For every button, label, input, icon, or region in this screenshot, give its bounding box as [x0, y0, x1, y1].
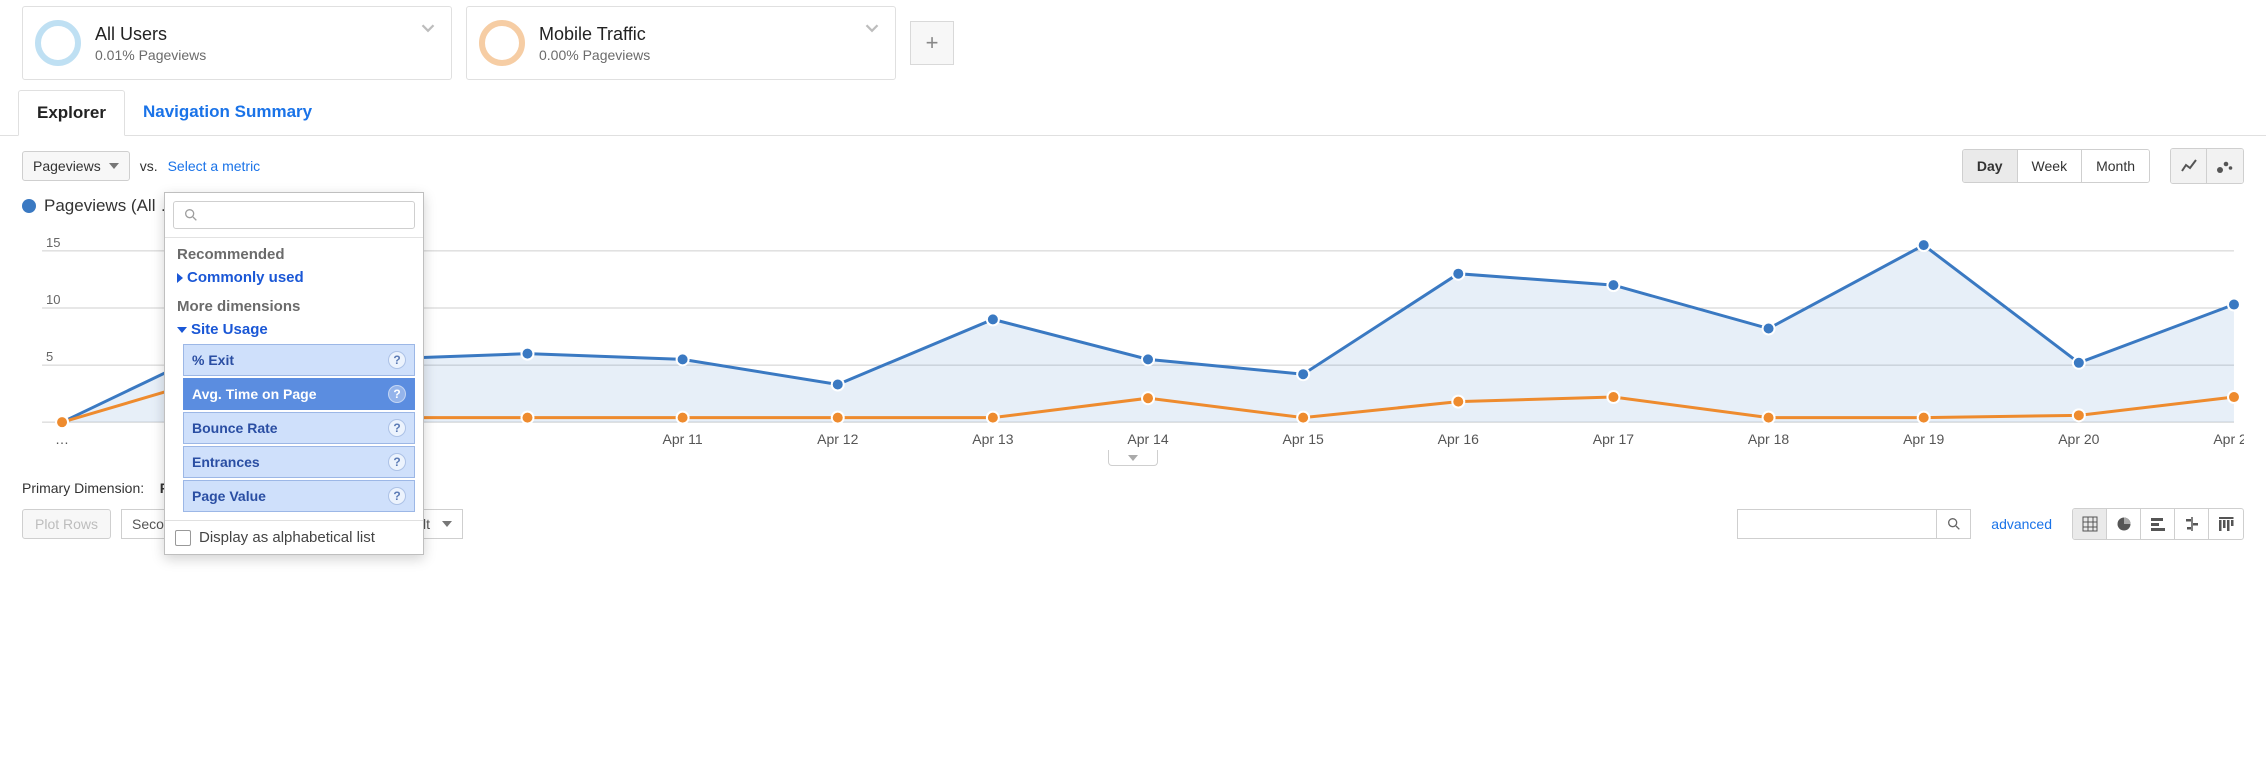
range-week-button[interactable]: Week — [2018, 150, 2083, 182]
vs-label: vs. — [140, 158, 158, 174]
svg-text:…: … — [55, 431, 69, 447]
tab-explorer[interactable]: Explorer — [18, 90, 125, 136]
svg-text:Apr 16: Apr 16 — [1438, 431, 1479, 447]
help-icon[interactable]: ? — [388, 453, 406, 471]
expand-handle[interactable] — [1108, 450, 1158, 466]
tab-navigation-summary[interactable]: Navigation Summary — [125, 90, 330, 135]
tabs: Explorer Navigation Summary — [0, 90, 2266, 136]
metric-item-entrances[interactable]: Entrances? — [183, 446, 415, 478]
metric-dropdown-label: Pageviews — [33, 158, 101, 174]
table-view-group — [2072, 508, 2244, 540]
range-day-button[interactable]: Day — [1963, 150, 2018, 182]
chevron-down-icon — [442, 521, 452, 527]
search-icon — [183, 207, 199, 226]
metric-items: % Exit? Avg. Time on Page? Bounce Rate? … — [165, 344, 423, 520]
metric-search-input[interactable] — [173, 201, 415, 229]
comparison-icon[interactable] — [2175, 509, 2209, 539]
commonly-used-label: Commonly used — [187, 269, 304, 286]
help-icon[interactable]: ? — [388, 487, 406, 505]
table-search-input[interactable] — [1738, 512, 1936, 536]
segment-subtitle: 0.00% Pageviews — [539, 47, 650, 63]
segment-ring-icon — [35, 20, 81, 66]
data-table-icon[interactable] — [2073, 509, 2107, 539]
segment-title: All Users — [95, 24, 206, 45]
alphabetical-toggle[interactable]: Display as alphabetical list — [165, 520, 423, 554]
chevron-down-icon — [1128, 455, 1138, 461]
metric-selector-popover: Recommended Commonly used More dimension… — [164, 192, 424, 555]
select-metric-link[interactable]: Select a metric — [168, 158, 261, 174]
metric-item-page-value[interactable]: Page Value? — [183, 480, 415, 512]
svg-text:Apr 15: Apr 15 — [1283, 431, 1324, 447]
line-chart-icon[interactable] — [2171, 149, 2207, 183]
advanced-link[interactable]: advanced — [1991, 516, 2052, 532]
svg-text:Apr 18: Apr 18 — [1748, 431, 1789, 447]
help-icon[interactable]: ? — [388, 419, 406, 437]
pivot-icon[interactable] — [2209, 509, 2243, 539]
svg-text:Apr 20: Apr 20 — [2058, 431, 2099, 447]
segment-card-mobile[interactable]: Mobile Traffic 0.00% Pageviews — [466, 6, 896, 80]
chevron-down-icon[interactable] — [861, 17, 883, 42]
segment-subtitle: 0.01% Pageviews — [95, 47, 206, 63]
segment-card-all-users[interactable]: All Users 0.01% Pageviews — [22, 6, 452, 80]
help-icon[interactable]: ? — [388, 351, 406, 369]
metric-dropdown[interactable]: Pageviews — [22, 151, 130, 181]
svg-text:10: 10 — [46, 292, 60, 307]
svg-text:15: 15 — [46, 235, 60, 250]
svg-text:Apr 21: Apr 21 — [2213, 431, 2244, 447]
site-usage-label: Site Usage — [191, 321, 268, 338]
add-segment-button[interactable]: + — [910, 21, 954, 65]
chevron-down-icon — [109, 163, 119, 169]
motion-chart-icon[interactable] — [2207, 149, 2243, 183]
plot-style-group — [2170, 148, 2244, 184]
svg-text:Apr 17: Apr 17 — [1593, 431, 1634, 447]
segment-title: Mobile Traffic — [539, 24, 650, 45]
legend-dot-icon — [22, 199, 36, 213]
metric-item-bounce-rate[interactable]: Bounce Rate? — [183, 412, 415, 444]
site-usage-group[interactable]: Site Usage — [165, 317, 423, 342]
svg-text:Apr 11: Apr 11 — [662, 431, 702, 447]
pie-chart-icon[interactable] — [2107, 509, 2141, 539]
chart-controls: Pageviews vs. Select a metric Day Week M… — [0, 136, 2266, 192]
recommended-label: Recommended — [165, 238, 423, 265]
svg-text:Apr 14: Apr 14 — [1127, 431, 1168, 447]
alphabetical-label: Display as alphabetical list — [199, 529, 375, 546]
plot-rows-button[interactable]: Plot Rows — [22, 509, 111, 539]
chevron-down-icon — [177, 327, 187, 333]
commonly-used-group[interactable]: Commonly used — [165, 265, 423, 290]
metric-item-exit[interactable]: % Exit? — [183, 344, 415, 376]
metric-item-avg-time[interactable]: Avg. Time on Page? — [183, 378, 415, 410]
search-icon — [1946, 516, 1962, 532]
table-search — [1737, 509, 1937, 539]
bar-chart-icon[interactable] — [2141, 509, 2175, 539]
svg-text:5: 5 — [46, 349, 53, 364]
chevron-right-icon — [177, 273, 183, 283]
time-range-group: Day Week Month — [1962, 149, 2150, 183]
chevron-down-icon[interactable] — [417, 17, 439, 42]
svg-text:Apr 12: Apr 12 — [817, 431, 858, 447]
segment-row: All Users 0.01% Pageviews Mobile Traffic… — [0, 0, 2266, 90]
segment-ring-icon — [479, 20, 525, 66]
search-button[interactable] — [1937, 509, 1971, 539]
svg-text:Apr 19: Apr 19 — [1903, 431, 1944, 447]
primary-dimension-label: Primary Dimension: — [22, 480, 144, 496]
more-dimensions-label: More dimensions — [165, 290, 423, 317]
checkbox-icon[interactable] — [175, 530, 191, 546]
help-icon[interactable]: ? — [388, 385, 406, 403]
svg-text:Apr 13: Apr 13 — [972, 431, 1013, 447]
range-month-button[interactable]: Month — [2082, 150, 2149, 182]
